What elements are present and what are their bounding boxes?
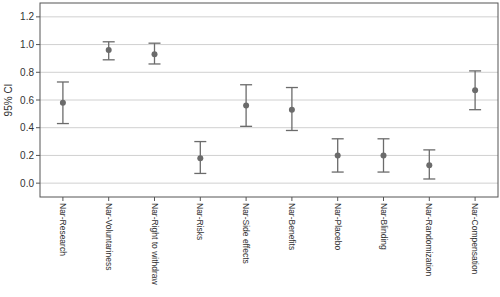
x-tick bbox=[383, 197, 384, 201]
error-bar-cap bbox=[378, 171, 390, 172]
x-tick-label: Nar-Randomization bbox=[424, 203, 434, 276]
grid-line bbox=[40, 16, 498, 17]
error-bar-cap bbox=[103, 59, 115, 60]
y-tick-label: 1.0 bbox=[20, 39, 34, 50]
y-tick-label: 0.4 bbox=[20, 122, 34, 133]
error-bar-cap bbox=[469, 70, 481, 71]
error-bar bbox=[469, 71, 481, 110]
x-tick-label: Nar-Voluntariness bbox=[104, 203, 114, 271]
error-bar-cap bbox=[240, 84, 252, 85]
x-tick-label: Nar-Blinding bbox=[379, 203, 389, 250]
point bbox=[60, 100, 66, 106]
y-tick-label: 0.0 bbox=[20, 178, 34, 189]
x-tick-label: Nar-Benefits bbox=[287, 203, 297, 250]
error-bar-cap bbox=[332, 138, 344, 139]
error-bar-cap bbox=[194, 141, 206, 142]
error-bar-cap bbox=[103, 41, 115, 42]
x-tick bbox=[154, 197, 155, 201]
x-tick bbox=[200, 197, 201, 201]
y-tick bbox=[36, 44, 40, 45]
error-bar-cap bbox=[149, 63, 161, 64]
x-tick-label: Nar-Side effects bbox=[241, 203, 251, 264]
x-tick bbox=[108, 197, 109, 201]
point bbox=[197, 155, 203, 161]
error-bar bbox=[103, 42, 115, 60]
point bbox=[335, 152, 341, 158]
y-tick bbox=[36, 155, 40, 156]
plot-frame bbox=[40, 3, 498, 197]
x-tick-label: Nar-Risks bbox=[195, 203, 205, 240]
error-bar-cap bbox=[423, 149, 435, 150]
error-bar-cap bbox=[423, 178, 435, 179]
x-tick bbox=[246, 197, 247, 201]
point bbox=[381, 152, 387, 158]
y-tick-label: 0.2 bbox=[20, 150, 34, 161]
y-tick bbox=[36, 183, 40, 184]
point bbox=[472, 87, 478, 93]
marks bbox=[57, 42, 481, 179]
error-bar-cap bbox=[286, 87, 298, 88]
grid-line bbox=[40, 183, 498, 184]
point bbox=[152, 51, 158, 57]
error-bar bbox=[378, 139, 390, 172]
point bbox=[243, 103, 249, 109]
error-bar bbox=[57, 82, 69, 124]
error-bar-cap bbox=[286, 130, 298, 131]
x-tick bbox=[291, 197, 292, 201]
grid-line bbox=[40, 127, 498, 128]
grid-line bbox=[40, 100, 498, 101]
grid-line bbox=[40, 72, 498, 73]
chart: 0.0 0.2 0.4 0.6 0.8 1.0 1.2 95% CI Nar-Research N… bbox=[0, 0, 500, 297]
x-tick-label: Nar-Right to withdraw bbox=[150, 203, 160, 286]
error-bar bbox=[286, 88, 298, 131]
error-bar bbox=[149, 43, 161, 64]
y-tick bbox=[36, 16, 40, 17]
x-tick bbox=[62, 197, 63, 201]
error-bar bbox=[194, 142, 206, 174]
x-tick bbox=[475, 197, 476, 201]
error-bar-cap bbox=[469, 109, 481, 110]
error-bar bbox=[332, 139, 344, 172]
error-bar bbox=[423, 150, 435, 179]
x-tick bbox=[429, 197, 430, 201]
point bbox=[289, 107, 295, 113]
y-tick bbox=[36, 127, 40, 128]
y-tick-label: 0.6 bbox=[20, 95, 34, 106]
error-bar-cap bbox=[378, 138, 390, 139]
point bbox=[426, 162, 432, 168]
x-tick bbox=[337, 197, 338, 201]
y-tick-label: 0.8 bbox=[20, 67, 34, 78]
x-tick-label: Nar-Compensation bbox=[470, 203, 480, 275]
point bbox=[106, 47, 112, 53]
error-bar-cap bbox=[149, 43, 161, 44]
error-bar-cap bbox=[194, 173, 206, 174]
error-bar-cap bbox=[57, 123, 69, 124]
x-tick-label: Nar-Placebo bbox=[333, 203, 343, 251]
error-bar-cap bbox=[240, 126, 252, 127]
error-bar-cap bbox=[57, 81, 69, 82]
y-axis-label: 95% CI bbox=[3, 84, 14, 117]
y-tick bbox=[36, 100, 40, 101]
y-tick-label: 1.2 bbox=[20, 11, 34, 22]
error-bar-cap bbox=[332, 171, 344, 172]
y-tick bbox=[36, 72, 40, 73]
error-bar bbox=[240, 85, 252, 127]
x-tick-label: Nar-Research bbox=[58, 203, 68, 256]
